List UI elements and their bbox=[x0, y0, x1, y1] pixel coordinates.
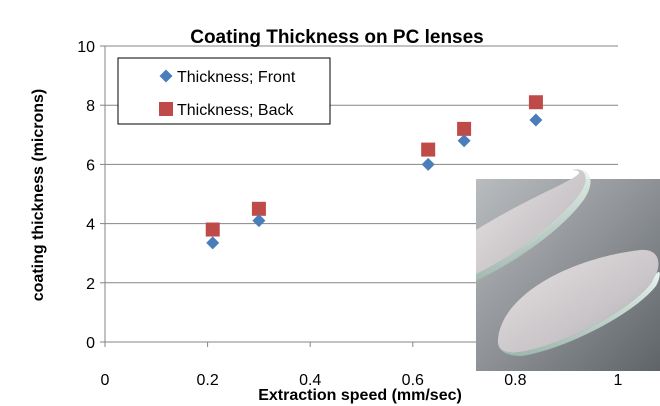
y-tick-labels: 0 2 4 6 8 10 bbox=[77, 39, 105, 352]
y-tick-label-2: 4 bbox=[86, 217, 95, 234]
data-point-diamond-3 bbox=[458, 134, 471, 147]
data-point-diamond-0 bbox=[206, 236, 219, 249]
y-tick-label-0: 0 bbox=[86, 335, 95, 352]
legend: Thickness; Front Thickness; Back bbox=[118, 58, 330, 124]
legend-label-0: Thickness; Front bbox=[177, 69, 296, 86]
x-axis-label: Extraction speed (mm/sec) bbox=[258, 387, 462, 404]
y-tick-label-4: 8 bbox=[86, 98, 95, 115]
y-axis-label: coating thickness (microns) bbox=[30, 89, 47, 302]
x-tick-label-4: 0.8 bbox=[504, 372, 526, 389]
data-point-diamond-2 bbox=[422, 158, 435, 171]
x-tick-label-0: 0 bbox=[101, 372, 110, 389]
data-point-square-0 bbox=[206, 223, 220, 237]
legend-marker-1 bbox=[159, 102, 173, 116]
data-point-diamond-4 bbox=[529, 114, 542, 127]
x-tick-label-5: 1 bbox=[614, 372, 623, 389]
y-tick-label-1: 2 bbox=[86, 276, 95, 293]
data-point-square-2 bbox=[421, 143, 435, 157]
legend-label-1: Thickness; Back bbox=[177, 102, 294, 119]
chart-title: Coating Thickness on PC lenses bbox=[190, 27, 484, 48]
y-tick-label-3: 6 bbox=[86, 157, 95, 174]
data-point-square-3 bbox=[457, 122, 471, 136]
x-tick-label-1: 0.2 bbox=[196, 372, 218, 389]
data-point-diamond-1 bbox=[252, 214, 265, 227]
data-point-square-1 bbox=[252, 202, 266, 216]
lens-photo bbox=[476, 169, 660, 371]
y-tick-label-5: 10 bbox=[77, 39, 95, 56]
data-point-square-4 bbox=[529, 95, 543, 109]
